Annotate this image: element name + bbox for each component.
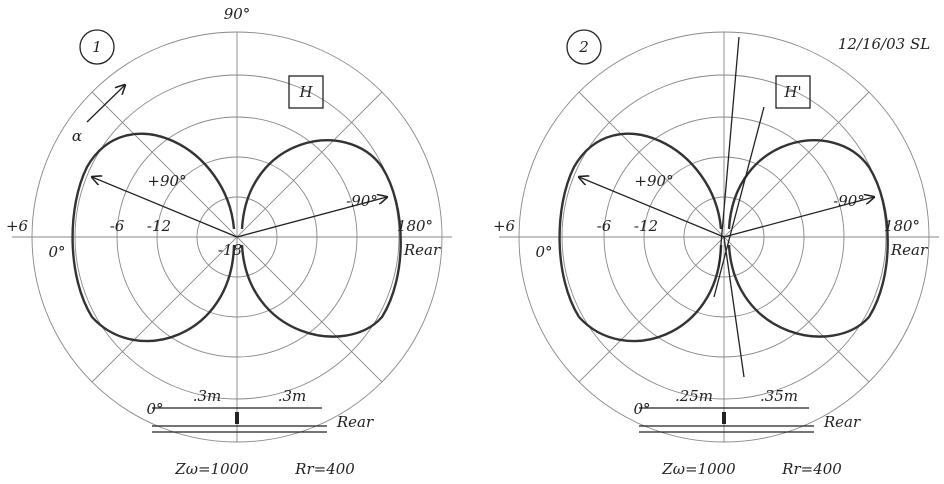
distance-label: .3m [278,387,307,405]
db-label: +6 [6,217,29,235]
impedance-label: Zω=1000 [661,460,736,478]
inset-mark [722,412,726,424]
distance-label: .25m [675,387,713,405]
box-label: H' [783,83,801,101]
db-label: +6 [493,217,516,235]
box-label: H [298,83,313,101]
label-circle [566,29,602,65]
db-label: -12 [147,217,171,235]
sketch-line [713,106,765,298]
db-label: -6 [597,217,612,235]
arrow-label: +90° [147,172,186,190]
arrow [236,197,387,238]
polar-panel: 2 H' 12/16/03 SL +90° -90° +6 0° -6 -12 180° Rear.… [493,29,939,478]
arrow-label: -90° [346,192,378,210]
date: 12/16/03 SL [838,35,930,53]
angle-label: 90° [224,5,251,23]
lobe [240,139,402,338]
label-circle [79,29,115,65]
panel-label: 1 [92,38,102,56]
side-label: Rear [403,241,441,259]
lobe [558,132,723,343]
alpha-arrow [86,85,125,123]
arrow [92,177,238,238]
label-box [775,75,811,109]
impedance-label: Zω=1000 [174,460,249,478]
angle-label: 0° [535,243,552,261]
sketch-line [723,236,745,378]
db-label: -18 [218,241,242,259]
angle-label: 0° [48,243,65,261]
db-label: -6 [110,217,125,235]
sketch-line [718,36,740,268]
side-label: Rear [823,413,861,431]
resistance-label: Rr=400 [294,460,355,478]
panel-label: 2 [578,38,589,56]
side-label: Rear [890,241,928,259]
arrow-label: +90° [634,172,673,190]
label-box [288,75,324,109]
lobe [71,132,236,343]
distance-label: .35m [760,387,798,405]
lobe [727,139,889,338]
db-label: -12 [634,217,658,235]
angle-label: 0° [146,400,163,418]
angle-label: 0° [633,400,650,418]
alpha-label: α [72,127,82,145]
angle-label: 180° [884,217,920,235]
arrow [579,177,725,238]
arrow-label: -90° [833,192,865,210]
angle-label: 180° [397,217,433,235]
inset-mark [235,412,239,424]
side-label: Rear [336,413,374,431]
resistance-label: Rr=400 [781,460,842,478]
arrow [723,197,874,238]
polar-panel: 1 H 90° α +90° -90° +6 0° -6 -12 -18 180° Rear .3m .3m… [6,5,452,478]
distance-label: .3m [193,387,222,405]
